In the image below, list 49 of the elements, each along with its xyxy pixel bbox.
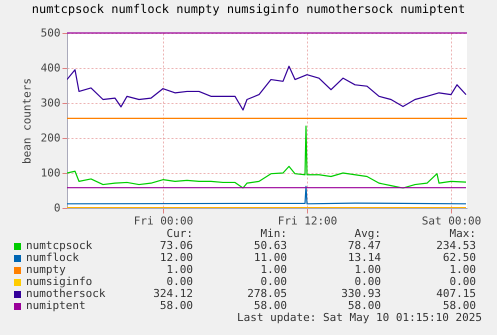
text: 58.00 <box>252 299 287 312</box>
text: 0.00 <box>448 275 476 288</box>
legend-label: numtcpsock <box>26 239 92 252</box>
text: Cur: <box>166 227 193 240</box>
text: 50.63 <box>252 239 287 252</box>
text: 58.00 <box>158 299 193 312</box>
y-tick-label: 500 <box>40 26 60 40</box>
text: 0.00 <box>166 275 193 288</box>
text: 1.00 <box>166 263 193 276</box>
x-tick-label: Fri 12:00 <box>278 214 338 228</box>
text: 324.12 <box>153 287 193 300</box>
text: 0.00 <box>260 275 287 288</box>
y-axis-title: bean counters <box>20 78 34 164</box>
text: 0.00 <box>354 275 381 288</box>
text: 11.00 <box>252 251 287 264</box>
y-tick-label: 200 <box>40 132 60 144</box>
text: Avg: <box>354 227 381 240</box>
text: 1.00 <box>448 263 476 276</box>
text: 62.50 <box>442 251 476 264</box>
legend-label: numiptent <box>26 299 86 312</box>
text: 12.00 <box>158 251 193 264</box>
text: 73.06 <box>158 239 193 252</box>
x-tick-label: Fri 00:00 <box>134 214 194 228</box>
text: Last update: Sat May 10 01:15:10 2025 <box>236 311 482 324</box>
line-series <box>67 126 467 189</box>
text: Min: <box>260 227 287 240</box>
text: 78.47 <box>346 239 381 252</box>
text: 1.00 <box>354 263 381 276</box>
legend-label: numflock <box>26 251 79 264</box>
text: 330.93 <box>340 287 381 300</box>
line-series <box>67 66 467 111</box>
y-tick-label: 400 <box>40 62 60 74</box>
chart-title: numtcpsock numflock numpty numsiginfo numothersock numiptent <box>30 2 466 16</box>
x-tick-label: Sat 00:00 <box>422 214 482 228</box>
y-tick-label: 0 <box>54 202 60 214</box>
text: Max: <box>448 227 476 240</box>
text: 278.05 <box>246 287 287 300</box>
text: 407.15 <box>435 287 476 300</box>
line-series <box>67 186 467 204</box>
text: 58.00 <box>442 299 476 312</box>
legend-label: numothersock <box>26 287 106 300</box>
y-tick-label: 300 <box>40 96 60 110</box>
text: 234.53 <box>435 239 476 252</box>
legend-label: numpty <box>26 263 66 276</box>
y-tick-label: 100 <box>40 166 60 180</box>
text: 13.14 <box>346 251 381 264</box>
legend-label: numsiginfo <box>26 275 92 288</box>
text: 58.00 <box>346 299 381 312</box>
text: 1.00 <box>260 263 287 276</box>
